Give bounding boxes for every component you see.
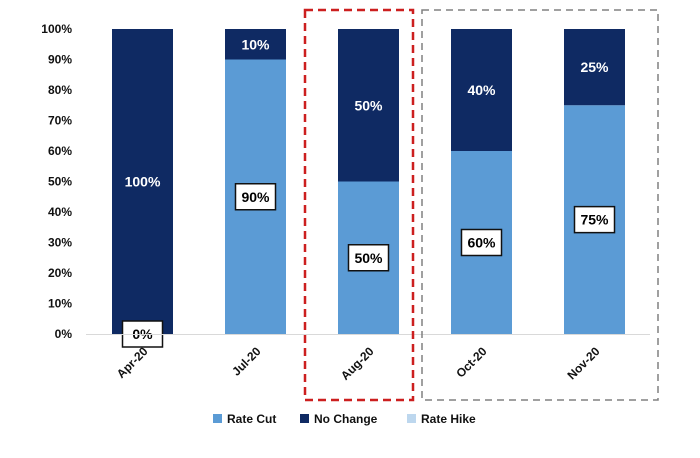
legend-swatch-no-change [300, 414, 309, 423]
data-label-no-change: 40% [467, 82, 496, 98]
y-tick-label: 0% [55, 327, 73, 341]
y-tick-label: 10% [48, 297, 72, 311]
x-tick-label: Jul-20 [229, 344, 264, 379]
data-label-no-change: 50% [354, 97, 383, 113]
bar-no-change [564, 29, 625, 106]
legend-swatch-rate-cut [213, 414, 222, 423]
data-label-rate-cut: 60% [467, 235, 496, 251]
data-label-no-change: 10% [241, 36, 270, 52]
y-tick-label: 90% [48, 53, 72, 67]
data-label-box [460, 228, 503, 257]
bar-no-change [112, 29, 173, 334]
data-label-box [573, 205, 616, 234]
bar-no-change [225, 29, 286, 60]
y-tick-label: 70% [48, 114, 72, 128]
legend-label: No Change [314, 412, 378, 426]
data-label-box [347, 244, 390, 272]
highlight-box-aug-20 [303, 8, 415, 402]
bar-no-change [451, 29, 512, 151]
x-tick-label: Apr-20 [114, 344, 151, 381]
y-tick-label: 20% [48, 266, 72, 280]
y-tick-label: 80% [48, 83, 72, 97]
bar-no-change [338, 29, 399, 182]
x-tick-label: Oct-20 [453, 344, 490, 381]
legend-label: Rate Hike [421, 412, 476, 426]
data-label-rate-cut: 90% [241, 189, 270, 205]
y-tick-label: 40% [48, 205, 72, 219]
x-tick-label: Nov-20 [564, 344, 602, 382]
legend-label: Rate Cut [227, 412, 276, 426]
y-tick-label: 60% [48, 144, 72, 158]
data-label-box [234, 183, 277, 211]
y-tick-label: 50% [48, 175, 72, 189]
data-label-rate-cut: 50% [354, 250, 383, 266]
data-label-no-change: 100% [125, 174, 161, 190]
highlight-box-oct-nov-20 [421, 9, 659, 401]
y-tick-label: 30% [48, 236, 72, 250]
data-label-no-change: 25% [580, 59, 609, 75]
legend-swatch-rate-hike [407, 414, 416, 423]
data-label-rate-cut: 75% [580, 212, 609, 228]
x-tick-label: Aug-20 [338, 344, 377, 383]
y-tick-label: 100% [41, 22, 72, 36]
